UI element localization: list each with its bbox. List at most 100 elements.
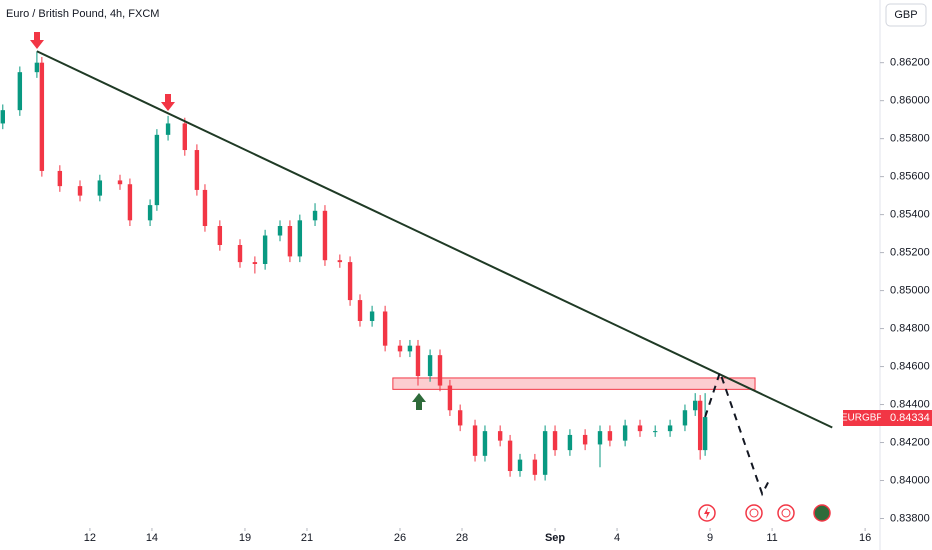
down-arrow (30, 32, 44, 49)
symbol-tag (843, 410, 881, 426)
candle-body (127, 184, 133, 221)
candle-body (237, 245, 243, 263)
candle-body (415, 345, 421, 377)
x-tick-label: 14 (146, 532, 158, 544)
candle-body (517, 459, 523, 472)
candle-body (637, 425, 643, 432)
candle-body (57, 170, 63, 187)
candle-body (34, 62, 40, 73)
projection-path (704, 369, 769, 497)
y-tick-label: 0.83800 (890, 512, 930, 524)
zone (392, 377, 756, 390)
down-arrow (161, 94, 175, 111)
candle-body (597, 431, 603, 445)
y-tick-label: 0.85400 (890, 209, 930, 221)
candle-body (702, 417, 708, 451)
candle-body (437, 355, 443, 386)
trendline (36, 50, 833, 429)
candle-body (507, 440, 513, 472)
x-tick-label: 9 (707, 532, 713, 544)
candle-body (542, 431, 548, 475)
plot-area (0, 50, 833, 497)
candle-body (552, 431, 558, 451)
x-tick-label: 19 (239, 532, 251, 544)
candle-body (382, 311, 388, 346)
candle-body (0, 110, 5, 124)
candle-body (472, 425, 478, 456)
y-tick-label: 0.84600 (890, 360, 930, 372)
candle-body (652, 431, 658, 433)
candle-body (347, 262, 353, 301)
event-icon[interactable] (813, 504, 831, 522)
candle-body (532, 459, 538, 475)
up-arrow (412, 393, 426, 410)
candle-body (277, 226, 283, 236)
candle-body (154, 134, 160, 206)
currency-button[interactable] (885, 3, 927, 27)
candle-body (194, 150, 200, 190)
x-tick-label: 26 (394, 532, 406, 544)
y-tick-label: 0.85600 (890, 171, 930, 183)
candle-body (497, 431, 503, 441)
y-tick-label: 0.84000 (890, 474, 930, 486)
x-tick-label: 4 (614, 532, 620, 544)
last-price-label: 0.84334 (890, 412, 930, 424)
candle-body (322, 210, 328, 261)
candle-body (622, 425, 628, 441)
x-tick-label: Sep (545, 532, 565, 544)
event-icon-glyph (704, 507, 710, 519)
x-tick-label: 11 (766, 532, 777, 544)
candle-body (217, 226, 223, 246)
y-tick-label: 0.84200 (890, 436, 930, 448)
y-tick-label: 0.84400 (890, 398, 930, 410)
candle-body (697, 400, 703, 451)
candle-body (397, 345, 403, 352)
candle-body (77, 186, 83, 196)
price-tag (881, 410, 932, 426)
x-tick-label: 28 (456, 532, 468, 544)
candle-body (667, 425, 673, 432)
y-tick-label: 0.85800 (890, 133, 930, 145)
chart-title: Euro / British Pound, 4h, FXCM (6, 8, 159, 20)
candle-body (39, 62, 45, 171)
candle-body (17, 72, 23, 111)
candle-body (117, 180, 123, 185)
x-tick-label: 12 (84, 532, 96, 544)
y-tick-label: 0.86000 (890, 95, 930, 107)
candle-body (297, 220, 303, 257)
candle-body (447, 385, 453, 411)
event-icon-glyph (781, 508, 791, 518)
candle-body (97, 180, 103, 196)
candle-body (165, 123, 171, 135)
y-tick-label: 0.86200 (890, 57, 930, 69)
candle-body (692, 400, 698, 411)
candle-body (567, 434, 573, 451)
symbol-label: EURGBP (841, 413, 884, 424)
x-tick-label: 21 (301, 532, 313, 544)
candle-body (337, 260, 343, 263)
candle-body (262, 235, 268, 264)
candle-body (182, 123, 188, 151)
candle-body (287, 226, 293, 257)
candle-body (482, 431, 488, 456)
candle-body (369, 311, 375, 321)
candle-body (147, 205, 153, 221)
candle-body (357, 300, 363, 321)
y-tick-label: 0.85000 (890, 284, 930, 296)
y-tick-label: 0.85200 (890, 247, 930, 259)
candle-body (202, 189, 208, 227)
event-icon[interactable] (777, 504, 795, 522)
candle-body (252, 262, 258, 264)
candle-body (607, 431, 613, 441)
event-icon-glyph (749, 508, 759, 518)
candle-body (427, 355, 433, 377)
event-icon[interactable] (745, 504, 763, 522)
candle-body (407, 345, 413, 352)
candle-body (312, 210, 318, 221)
candle-body (582, 434, 588, 445)
candle-body (682, 410, 688, 426)
currency-label: GBP (894, 9, 917, 21)
candle-body (457, 410, 463, 426)
